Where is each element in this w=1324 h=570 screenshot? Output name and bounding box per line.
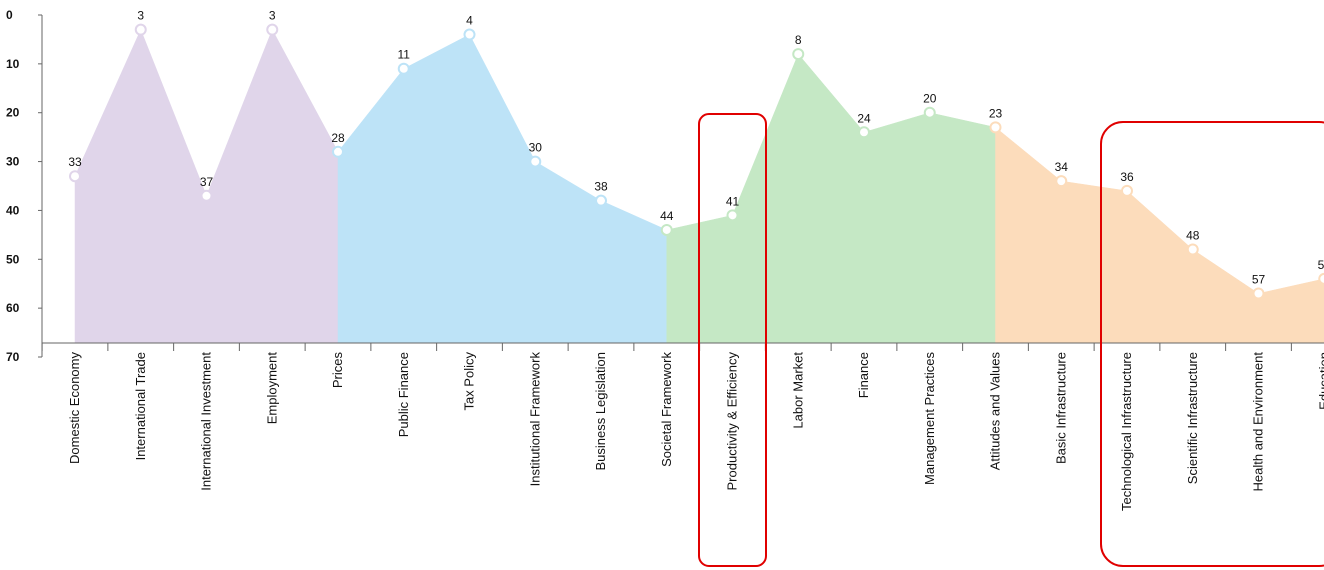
y-tick-label: 60 [6, 301, 20, 315]
data-point [134, 23, 147, 36]
data-point [529, 155, 542, 168]
y-tick-label: 40 [6, 203, 20, 217]
x-tick-label: Prices [330, 352, 345, 389]
data-label: 3 [137, 9, 144, 23]
data-label: 57 [1252, 272, 1266, 286]
data-label: 38 [594, 180, 608, 194]
area-segment [469, 34, 536, 344]
data-label: 48 [1186, 229, 1200, 243]
data-point [1252, 287, 1265, 300]
area-segment [995, 126, 1062, 344]
x-tick-label: Education [1316, 352, 1324, 410]
data-point [463, 28, 476, 41]
x-tick-label: International Investment [199, 352, 214, 491]
x-tick-label: Health and Environment [1251, 352, 1266, 492]
area-segment [1126, 190, 1193, 344]
data-label: 11 [398, 48, 411, 62]
x-tick-label: Productivity & Efficiency [725, 352, 740, 491]
data-label: 33 [68, 155, 82, 169]
data-label: 54 [1318, 258, 1324, 272]
x-tick-label: International Trade [133, 352, 148, 460]
data-point [1055, 175, 1068, 188]
data-label: 24 [857, 111, 871, 125]
data-point [69, 170, 81, 183]
data-point [200, 189, 213, 202]
data-label: 34 [1055, 160, 1069, 174]
data-point [595, 194, 607, 207]
area-segment [272, 29, 339, 344]
data-label: 36 [1120, 170, 1134, 184]
data-point [266, 23, 279, 36]
x-tick-label: Basic Infrastructure [1053, 352, 1068, 464]
x-tick-label: Employment [264, 352, 279, 425]
x-tick-label: Management Practices [922, 352, 937, 485]
area-segment [1258, 278, 1324, 344]
data-point [660, 223, 673, 236]
x-tick-label: Finance [856, 352, 871, 398]
area-segment [798, 53, 865, 344]
data-label: 20 [923, 92, 937, 106]
data-label: 3 [269, 9, 276, 23]
x-tick-label: Domestic Economy [67, 352, 82, 464]
data-point [1318, 272, 1324, 285]
data-label: 44 [660, 209, 674, 223]
y-tick-label: 50 [6, 252, 20, 266]
data-point [923, 106, 936, 119]
x-tick-label: Technological Infrastructure [1119, 352, 1134, 511]
x-tick-label: Institutional Framework [527, 352, 542, 487]
y-tick-label: 20 [6, 106, 20, 120]
data-label: 37 [200, 175, 214, 189]
plot: 3333732811430384441824202334364857540102… [6, 8, 1324, 511]
x-tick-label: Tax Policy [462, 352, 477, 411]
area-segment [1192, 249, 1259, 344]
area-segment [140, 29, 207, 344]
x-tick-label: Societal Framework [659, 352, 674, 467]
y-tick-label: 30 [6, 155, 20, 169]
data-point [858, 126, 870, 139]
data-label: 41 [726, 194, 740, 208]
data-point [792, 48, 805, 61]
data-label: 28 [331, 131, 345, 145]
data-point [1186, 243, 1199, 256]
area-segment [1061, 180, 1128, 344]
x-tick-label: Public Finance [396, 352, 411, 437]
area-segment [206, 29, 273, 344]
area-segment [863, 112, 930, 344]
data-label: 8 [795, 33, 802, 47]
area-segment [535, 161, 602, 344]
x-tick-label: Labor Market [790, 352, 805, 429]
highlight-box [1100, 121, 1324, 567]
x-tick-label: Scientific Infrastructure [1185, 352, 1200, 484]
data-point [332, 145, 344, 158]
y-tick-label: 0 [6, 8, 13, 22]
data-label: 23 [989, 106, 1003, 120]
data-point [726, 209, 739, 222]
data-label: 4 [466, 14, 473, 28]
data-label: 30 [529, 141, 543, 155]
data-point [397, 62, 410, 75]
y-tick-label: 70 [6, 350, 20, 364]
x-tick-label: Business Legislation [593, 352, 608, 471]
highlight-box [698, 113, 767, 567]
area-segment [403, 34, 470, 344]
y-tick-label: 10 [6, 57, 20, 71]
area-segment [929, 112, 996, 344]
area-segment [337, 68, 404, 344]
data-point [1121, 184, 1133, 197]
area-segment [600, 200, 667, 344]
data-point [989, 121, 1002, 134]
x-tick-label: Attitudes and Values [988, 352, 1003, 471]
area-segment [74, 29, 141, 344]
